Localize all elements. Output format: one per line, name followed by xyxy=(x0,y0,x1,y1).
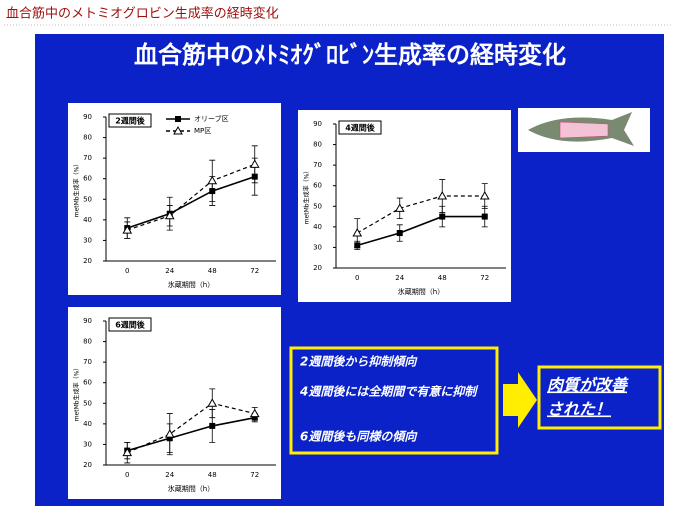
y-axis-label: metMb生成率（%） xyxy=(73,161,81,218)
y-tick-label: 50 xyxy=(83,195,92,203)
point xyxy=(481,213,488,220)
y-tick-label: 80 xyxy=(313,141,322,149)
legend-marker xyxy=(175,116,181,122)
page-title: 血合筋中のメトミオグロビン生成率の経時変化 xyxy=(6,6,279,22)
y-axis-label: metMb生成率（%） xyxy=(303,168,311,225)
point xyxy=(122,447,133,457)
fish-image xyxy=(518,108,650,152)
y-tick-label: 70 xyxy=(313,161,322,169)
y-tick-label: 50 xyxy=(313,202,322,210)
y-tick-label: 60 xyxy=(83,379,92,387)
point xyxy=(439,213,446,220)
arrow xyxy=(503,372,537,428)
y-tick-label: 20 xyxy=(83,257,92,265)
note: 4週間後には全期間で有意に抑制 xyxy=(299,385,478,399)
x-tick-label: 72 xyxy=(480,274,489,282)
x-tick-label: 48 xyxy=(208,267,217,275)
y-tick-label: 30 xyxy=(83,440,92,448)
y-tick-label: 40 xyxy=(313,223,322,231)
point xyxy=(164,210,175,220)
x-axis-label: 氷蔵期間（h） xyxy=(168,484,214,493)
panel-title: 6週間後 xyxy=(115,320,146,330)
x-tick-label: 24 xyxy=(395,274,404,282)
note-box xyxy=(289,346,499,455)
series-line xyxy=(127,416,255,452)
fish-muscle xyxy=(559,121,609,139)
point xyxy=(352,228,363,237)
x-tick-label: 0 xyxy=(125,267,129,275)
x-tick-label: 0 xyxy=(355,274,359,282)
x-axis-label: 氷蔵期間（h） xyxy=(398,287,444,296)
legend-label: MP区 xyxy=(194,127,211,135)
conclusion-box xyxy=(537,365,662,430)
y-tick-label: 60 xyxy=(313,182,322,190)
y-tick-label: 70 xyxy=(83,358,92,366)
point xyxy=(479,190,490,200)
point xyxy=(249,408,260,418)
panel-bg xyxy=(68,307,281,499)
x-tick-label: 24 xyxy=(165,267,174,275)
y-tick-label: 90 xyxy=(83,113,92,121)
note: 6週間後も同様の傾向 xyxy=(300,430,418,444)
note: 2週間後から抑制傾向 xyxy=(300,355,418,369)
x-tick-label: 48 xyxy=(208,471,217,479)
y-tick-label: 70 xyxy=(83,154,92,162)
y-tick-label: 80 xyxy=(83,338,92,346)
x-tick-label: 24 xyxy=(165,471,174,479)
point xyxy=(164,429,175,438)
series-line xyxy=(126,175,256,229)
x-axis-label: 氷蔵期間（h） xyxy=(168,280,214,289)
series-line xyxy=(357,215,485,247)
point xyxy=(209,422,216,429)
y-tick-label: 40 xyxy=(83,420,92,428)
point xyxy=(122,225,133,234)
x-tick-label: 48 xyxy=(438,274,447,282)
series-line xyxy=(127,402,255,454)
series-line xyxy=(356,195,485,234)
legend-label: オリーブ区 xyxy=(194,114,229,123)
point xyxy=(394,203,405,212)
point xyxy=(396,230,403,237)
y-tick-label: 50 xyxy=(83,399,92,407)
conclusion: された！ xyxy=(547,400,611,419)
y-tick-label: 40 xyxy=(83,216,92,224)
panel-bg xyxy=(298,110,511,302)
y-tick-label: 30 xyxy=(83,236,92,244)
y-tick-label: 20 xyxy=(313,264,322,272)
y-axis-label: metMb生成率（%） xyxy=(73,365,81,422)
legend-marker xyxy=(173,125,183,135)
x-tick-label: 0 xyxy=(125,471,129,479)
point xyxy=(207,175,218,185)
panel-title-box xyxy=(108,317,152,332)
point xyxy=(437,190,448,200)
slide-title: 血合筋中のﾒﾄﾐｵｸﾞﾛﾋﾞﾝ生成率の経時変化 xyxy=(134,41,566,69)
y-tick-label: 30 xyxy=(313,243,322,251)
y-tick-label: 20 xyxy=(83,461,92,469)
panel-title-box xyxy=(338,120,382,135)
chart-panel: 20 30 40 50 60 70 80 90 0 24 48 72 氷蔵期間（h） metMb生成率（%… xyxy=(68,307,281,499)
y-tick-label: 60 xyxy=(83,175,92,183)
chart-panel: 20 30 40 50 60 70 80 90 0 24 48 72 氷蔵期間（h） metMb生成率（%… xyxy=(298,110,511,302)
conclusion: 肉質が改善 xyxy=(547,376,629,395)
x-tick-label: 72 xyxy=(250,267,259,275)
x-tick-label: 72 xyxy=(250,471,259,479)
y-tick-label: 90 xyxy=(83,317,92,325)
panel-title-box xyxy=(108,113,152,128)
series-line xyxy=(127,163,255,231)
panel-title: 4週間後 xyxy=(345,123,376,133)
point xyxy=(207,398,218,407)
panel-title: 2週間後 xyxy=(115,116,146,126)
point xyxy=(249,159,260,168)
y-tick-label: 90 xyxy=(313,120,322,128)
y-tick-label: 80 xyxy=(83,134,92,142)
panel-bg xyxy=(68,103,281,295)
chart-panel: 20 30 40 50 60 70 80 90 0 24 48 72 氷蔵期間（h） metMb生成率（%… xyxy=(68,103,281,295)
